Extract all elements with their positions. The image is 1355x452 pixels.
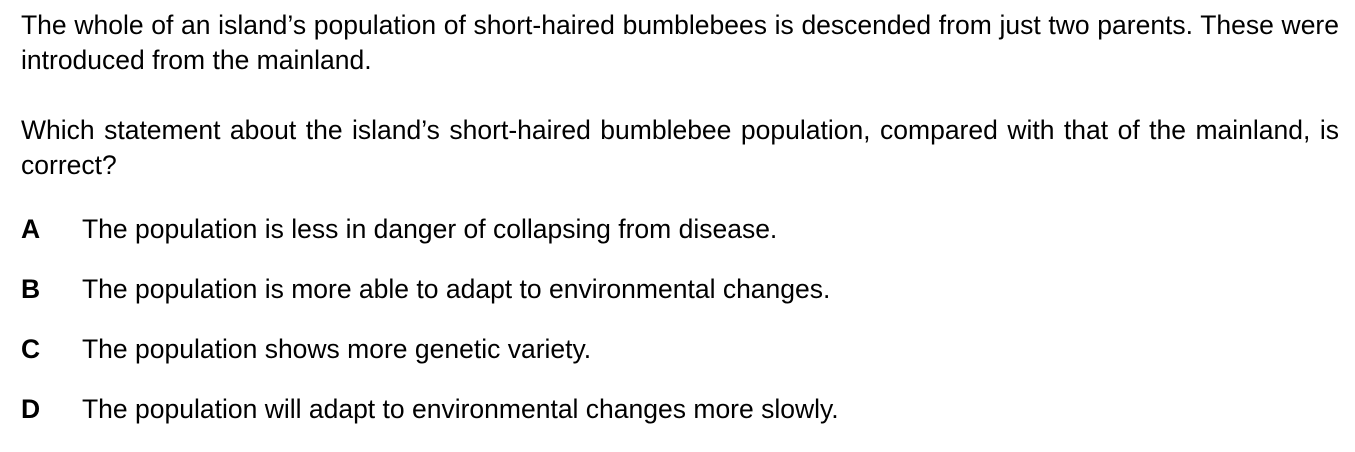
option-letter: C [21, 334, 41, 364]
option-letter: B [21, 274, 41, 304]
question-page: The whole of an island’s population of s… [21, 10, 1339, 424]
option-letter: D [21, 394, 41, 424]
option-text: The population is less in danger of coll… [82, 214, 778, 244]
option-b[interactable]: B The population is more able to adapt t… [21, 272, 1339, 332]
question-intro: The whole of an island’s population of s… [21, 10, 1339, 75]
option-text: The population is more able to adapt to … [82, 274, 831, 304]
question-stem: Which statement about the island’s short… [21, 115, 1339, 180]
option-d[interactable]: D The population will adapt to environme… [21, 392, 1339, 452]
option-text: The population will adapt to environment… [82, 394, 839, 424]
option-c[interactable]: C The population shows more genetic vari… [21, 332, 1339, 392]
option-text: The population shows more genetic variet… [82, 334, 592, 364]
answer-options: A The population is less in danger of co… [21, 212, 1339, 452]
option-letter: A [21, 214, 41, 244]
option-a[interactable]: A The population is less in danger of co… [21, 212, 1339, 272]
